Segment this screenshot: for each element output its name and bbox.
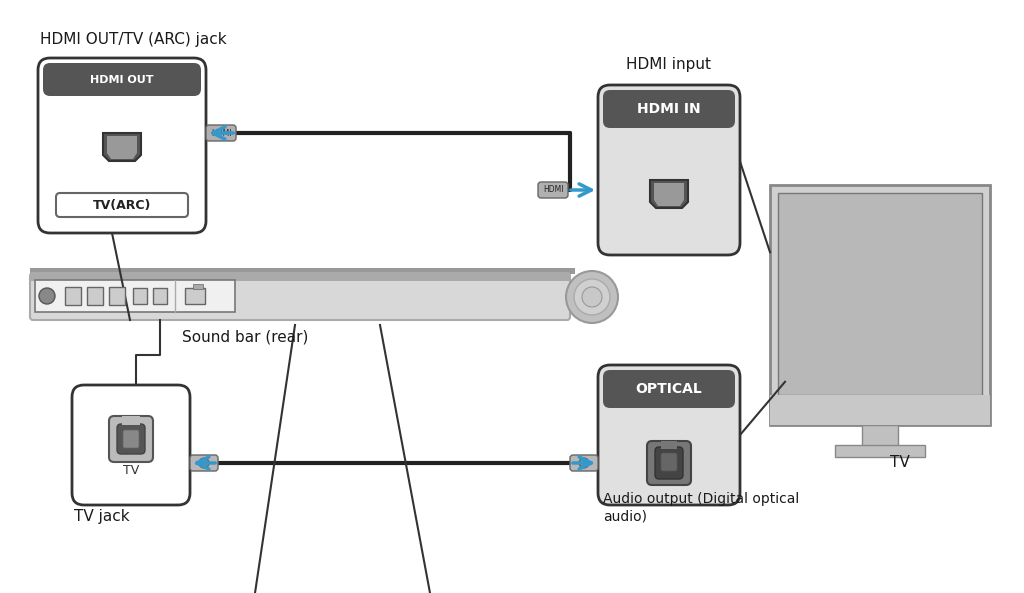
FancyBboxPatch shape [647,441,691,485]
FancyBboxPatch shape [538,182,568,198]
Text: HDMI input: HDMI input [627,57,712,72]
FancyBboxPatch shape [43,63,201,96]
Circle shape [574,279,610,315]
Text: TV: TV [890,455,910,470]
Bar [30,273,570,281]
Circle shape [199,458,209,468]
Bar [662,441,677,449]
Bar [193,284,203,289]
Bar [30,268,575,274]
Bar [65,287,81,305]
Text: HDMI OUT: HDMI OUT [90,75,154,85]
Text: TV jack: TV jack [74,509,130,524]
FancyBboxPatch shape [38,58,206,233]
Circle shape [579,458,589,468]
FancyBboxPatch shape [117,424,145,454]
Text: OPTICAL: OPTICAL [636,382,702,396]
Polygon shape [103,133,141,161]
Bar [862,425,898,447]
Bar [35,280,234,312]
FancyBboxPatch shape [598,85,740,255]
Circle shape [582,287,602,307]
Bar [153,288,167,304]
FancyBboxPatch shape [206,125,236,141]
Circle shape [39,288,55,304]
FancyBboxPatch shape [190,455,218,471]
FancyBboxPatch shape [655,447,683,479]
Bar [185,288,205,304]
Circle shape [566,271,618,323]
Bar [835,445,925,457]
Bar [109,287,125,305]
FancyBboxPatch shape [30,273,570,320]
Text: Audio output (Digital optical
audio): Audio output (Digital optical audio) [603,492,800,524]
Bar [770,185,990,425]
FancyBboxPatch shape [109,416,153,462]
Polygon shape [654,183,684,206]
Polygon shape [106,136,137,159]
Bar [770,395,990,425]
FancyBboxPatch shape [598,365,740,505]
Text: HDMI: HDMI [211,129,231,138]
FancyBboxPatch shape [72,385,190,505]
FancyBboxPatch shape [56,193,188,217]
Text: HDMI: HDMI [543,186,563,195]
Text: Sound bar (rear): Sound bar (rear) [182,330,308,345]
FancyBboxPatch shape [123,430,139,448]
Polygon shape [650,180,688,208]
Text: TV(ARC): TV(ARC) [93,199,152,212]
FancyBboxPatch shape [603,90,735,128]
Text: TV: TV [123,464,139,477]
Bar [87,287,103,305]
Bar [122,416,140,425]
FancyBboxPatch shape [570,455,598,471]
Text: HDMI IN: HDMI IN [637,102,700,116]
Bar [778,193,982,395]
Text: HDMI OUT/TV (ARC) jack: HDMI OUT/TV (ARC) jack [40,32,226,47]
Bar [133,288,147,304]
FancyBboxPatch shape [662,453,677,471]
FancyBboxPatch shape [603,370,735,408]
